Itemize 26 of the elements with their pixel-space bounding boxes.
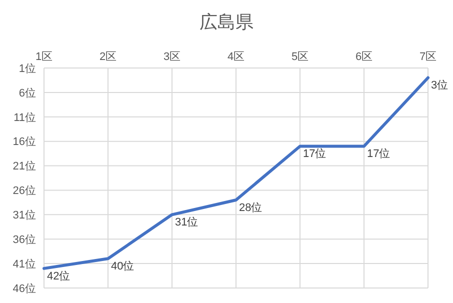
data-label: 3位 bbox=[431, 80, 448, 92]
data-label: 28位 bbox=[239, 202, 262, 214]
line-series bbox=[42, 76, 430, 270]
y-tick-label: 36位 bbox=[12, 234, 36, 246]
data-label: 31位 bbox=[175, 216, 198, 229]
y-tick-label: 46位 bbox=[12, 282, 36, 295]
x-tick-label: 6区 bbox=[355, 51, 373, 63]
x-tick-label: 7区 bbox=[419, 51, 437, 63]
y-tick-label: 1位 bbox=[18, 62, 36, 75]
x-tick-label: 5区 bbox=[291, 51, 309, 63]
y-tick-label: 26位 bbox=[12, 185, 36, 198]
chart-title: 広島県 bbox=[198, 11, 254, 34]
x-tick-label: 2区 bbox=[99, 51, 117, 63]
y-tick-label: 41位 bbox=[12, 258, 36, 270]
y-tick-label: 11位 bbox=[14, 112, 36, 124]
data-label: 17位 bbox=[367, 148, 390, 160]
data-label: 17位 bbox=[303, 148, 326, 160]
data-label: 40位 bbox=[111, 260, 134, 273]
x-tick-label: 3区 bbox=[163, 51, 181, 63]
x-tick-label: 4区 bbox=[227, 51, 245, 63]
y-tick-label: 31位 bbox=[12, 210, 36, 222]
y-tick-label: 21位 bbox=[12, 160, 36, 173]
x-tick-label: 1区 bbox=[35, 51, 53, 63]
data-label: 42位 bbox=[47, 270, 70, 282]
y-tick-label: 6位 bbox=[18, 87, 36, 100]
y-tick-label: 16位 bbox=[12, 136, 36, 148]
